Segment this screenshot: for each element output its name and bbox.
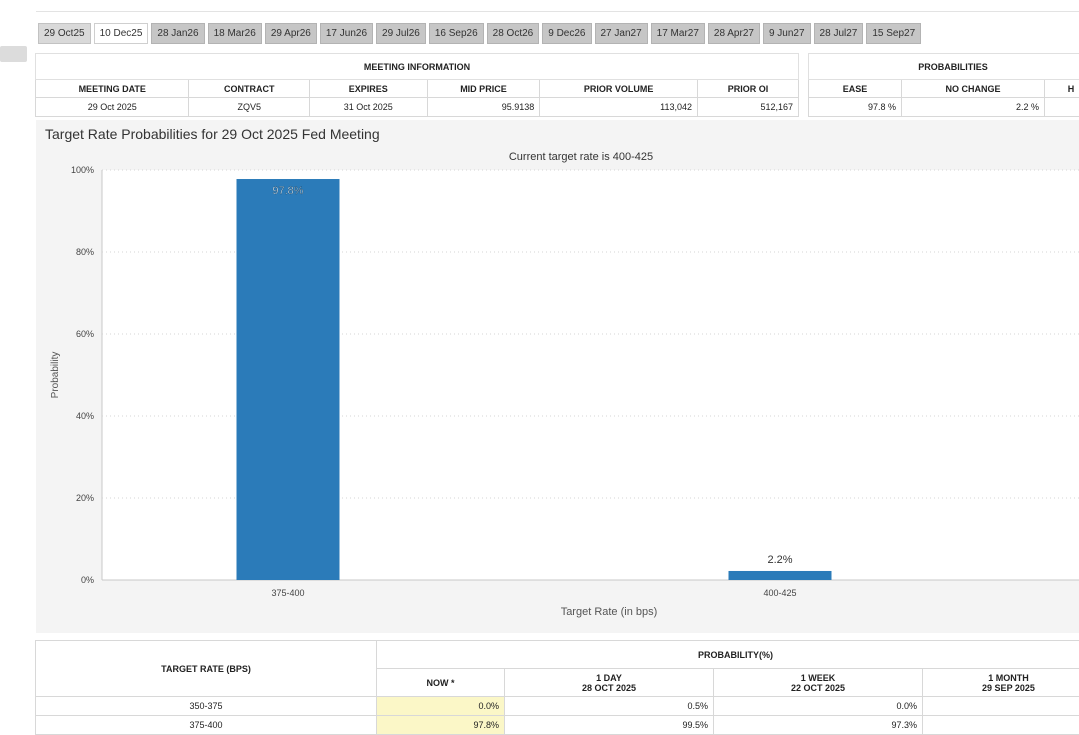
tab-29-jul26[interactable]: 29 Jul26: [376, 23, 426, 44]
probabilities-title: PROBABILITIES: [809, 54, 1079, 80]
col-1-week-line2: 22 OCT 2025: [791, 683, 845, 693]
col-hike: H: [1045, 80, 1079, 98]
target-rate-table: TARGET RATE (BPS) PROBABILITY(%) NOW * 1…: [35, 640, 1079, 735]
month-cell: [923, 716, 1079, 735]
col-expires: EXPIRES: [309, 80, 427, 98]
bar: [237, 179, 340, 580]
meeting-tabs: 29 Oct25 10 Dec25 28 Jan26 18 Mar26 29 A…: [38, 23, 921, 44]
rate-cell: 375-400: [36, 716, 377, 735]
prior-volume-value: 113,042: [540, 98, 698, 117]
ease-value: 97.8 %: [809, 98, 902, 117]
y-tick-label: 80%: [76, 247, 94, 257]
day-cell: 99.5%: [505, 716, 714, 735]
tab-15-sep27[interactable]: 15 Sep27: [866, 23, 921, 44]
expires-value: 31 Oct 2025: [309, 98, 427, 117]
x-tick-label: 375-400: [271, 588, 304, 598]
col-meeting-date: MEETING DATE: [36, 80, 189, 98]
tab-17-jun26[interactable]: 17 Jun26: [320, 23, 373, 44]
left-panel-stub: [0, 46, 27, 62]
tab-29-oct25[interactable]: 29 Oct25: [38, 23, 91, 44]
bar-value-label: 2.2%: [767, 554, 792, 566]
now-cell: 97.8%: [377, 716, 505, 735]
rate-cell: 350-375: [36, 697, 377, 716]
col-1-day-line1: 1 DAY: [596, 673, 622, 683]
tab-28-jul27[interactable]: 28 Jul27: [814, 23, 864, 44]
col-now: NOW *: [377, 669, 505, 697]
hike-value: [1045, 98, 1079, 117]
col-contract: CONTRACT: [189, 80, 309, 98]
col-1-month-line2: 29 SEP 2025: [982, 683, 1035, 693]
col-now-line1: NOW *: [427, 678, 455, 688]
tab-27-jan27[interactable]: 27 Jan27: [595, 23, 648, 44]
y-axis-title: Probability: [50, 352, 61, 399]
table-row: 350-375 0.0% 0.5% 0.0%: [36, 697, 1079, 716]
now-cell: 0.0%: [377, 697, 505, 716]
tab-17-mar27[interactable]: 17 Mar27: [651, 23, 705, 44]
col-mid-price: MID PRICE: [427, 80, 540, 98]
tab-28-oct26[interactable]: 28 Oct26: [487, 23, 540, 44]
week-cell: 0.0%: [714, 697, 923, 716]
meeting-date-value: 29 Oct 2025: [36, 98, 189, 117]
meeting-information-table: MEETING INFORMATION MEETING DATE CONTRAC…: [35, 53, 799, 117]
tab-10-dec25[interactable]: 10 Dec25: [94, 23, 149, 44]
col-prior-oi: PRIOR OI: [698, 80, 799, 98]
col-1-day-line2: 28 OCT 2025: [582, 683, 636, 693]
col-probability: PROBABILITY(%): [377, 641, 1079, 669]
bar: [729, 571, 832, 580]
no-change-value: 2.2 %: [902, 98, 1045, 117]
y-tick-label: 100%: [71, 165, 94, 175]
prior-oi-value: 512,167: [698, 98, 799, 117]
tab-9-jun27[interactable]: 9 Jun27: [763, 23, 811, 44]
y-tick-label: 60%: [76, 329, 94, 339]
contract-value: ZQV5: [189, 98, 309, 117]
tab-9-dec26[interactable]: 9 Dec26: [542, 23, 591, 44]
week-cell: 97.3%: [714, 716, 923, 735]
col-prior-volume: PRIOR VOLUME: [540, 80, 698, 98]
col-ease: EASE: [809, 80, 902, 98]
month-cell: [923, 697, 1079, 716]
bar-value-label: 97.8%: [272, 185, 303, 197]
probability-bar-chart: 0% 20% 40% 60% 80% 100% 97.8% 375-400 2.2% 400-42…: [36, 120, 1079, 633]
mid-price-value: 95.9138: [427, 98, 540, 117]
meeting-information-title: MEETING INFORMATION: [36, 54, 799, 80]
day-cell: 0.5%: [505, 697, 714, 716]
y-tick-label: 20%: [76, 493, 94, 503]
tab-18-mar26[interactable]: 18 Mar26: [208, 23, 262, 44]
y-tick-label: 0%: [81, 575, 94, 585]
tab-28-apr27[interactable]: 28 Apr27: [708, 23, 760, 44]
chart-panel: Target Rate Probabilities for 29 Oct 202…: [36, 120, 1079, 633]
x-axis-title: Target Rate (in bps): [561, 606, 658, 618]
y-tick-label: 40%: [76, 411, 94, 421]
tab-28-jan26[interactable]: 28 Jan26: [151, 23, 204, 44]
top-divider: [36, 11, 1079, 12]
col-target-rate: TARGET RATE (BPS): [36, 641, 377, 697]
x-tick-label: 400-425: [763, 588, 796, 598]
chart-subtitle: Current target rate is 400-425: [509, 151, 653, 163]
probabilities-table: PROBABILITIES EASE NO CHANGE H 97.8 % 2.…: [808, 53, 1079, 117]
col-no-change: NO CHANGE: [902, 80, 1045, 98]
col-1-month-line1: 1 MONTH: [988, 673, 1029, 683]
tab-16-sep26[interactable]: 16 Sep26: [429, 23, 484, 44]
table-row: 375-400 97.8% 99.5% 97.3%: [36, 716, 1079, 735]
col-1-week-line1: 1 WEEK: [801, 673, 836, 683]
tab-29-apr26[interactable]: 29 Apr26: [265, 23, 317, 44]
